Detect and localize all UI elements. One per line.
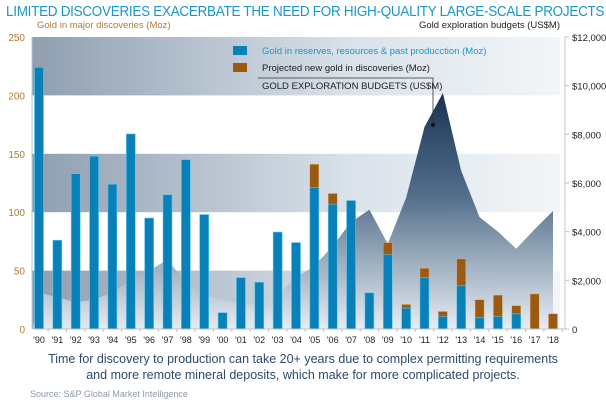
x-tick-label: '06 — [327, 335, 339, 345]
bar-projected — [456, 258, 466, 286]
right-tick-label: $10,000 — [572, 82, 606, 93]
bar-reserves — [327, 203, 338, 330]
bar-reserves — [162, 194, 173, 330]
annotation-dot — [431, 123, 435, 127]
x-tick-label: '98 — [180, 335, 192, 345]
caption: Time for discovery to production can tak… — [0, 351, 606, 383]
caption-line-2: and more remote mineral deposits, which … — [86, 368, 520, 382]
x-tick-label: '15 — [492, 335, 504, 345]
bar-reserves — [181, 159, 191, 330]
bar-projected — [401, 304, 411, 309]
x-tick-label: '01 — [235, 335, 247, 345]
right-tick-label: $8,000 — [572, 130, 601, 141]
legend-label-reserves: Gold in reserves, resources & past produ… — [262, 46, 486, 57]
bar-reserves — [309, 187, 320, 330]
legend-label-projected: Projected new gold in discoveries (Moz) — [262, 63, 430, 74]
chart-title: LIMITED DISCOVERIES EXACERBATE THE NEED … — [6, 4, 605, 20]
x-tick-label: '91 — [51, 335, 63, 345]
x-tick-label: '92 — [70, 335, 82, 345]
right-tick-label: $2,000 — [572, 276, 601, 287]
left-tick-label: 100 — [8, 208, 25, 219]
bar-projected — [529, 293, 540, 330]
caption-line-1: Time for discovery to production can tak… — [48, 352, 558, 366]
x-tick-label: '14 — [474, 335, 486, 345]
x-tick-label: '93 — [88, 335, 100, 345]
legend-swatch-projected — [233, 63, 247, 72]
bar-projected — [419, 268, 430, 278]
legend: Gold in reserves, resources & past produ… — [233, 46, 486, 127]
bar-reserves — [254, 281, 265, 330]
x-tick-label: '04 — [290, 335, 302, 345]
annotation-budgets: GOLD EXPLORATION BUDGETS (US$M) — [262, 81, 442, 92]
x-tick-label: '07 — [345, 335, 357, 345]
bar-reserves — [89, 155, 99, 330]
background-band — [32, 37, 560, 96]
bar-reserves — [52, 239, 63, 330]
x-tick-label: '18 — [547, 335, 559, 345]
x-tick-label: '00 — [217, 335, 229, 345]
x-tick-label: '13 — [455, 335, 467, 345]
x-tick-label: '97 — [162, 335, 174, 345]
bar-projected — [383, 242, 393, 255]
bar-reserves — [438, 315, 448, 330]
bar-reserves — [272, 231, 283, 330]
x-tick-label: '10 — [400, 335, 412, 345]
right-tick-label: 0 — [572, 325, 577, 336]
bar-reserves — [382, 253, 393, 330]
left-tick-label: 0 — [19, 325, 25, 336]
bar-reserves — [364, 292, 375, 330]
source-note: Source: S&P Global Market Intelligence — [30, 389, 188, 399]
legend-swatch-reserves — [233, 46, 247, 55]
bar-reserves — [456, 285, 467, 330]
bar-projected — [493, 294, 503, 317]
left-tick-label: 150 — [8, 150, 25, 161]
bar-projected — [438, 311, 448, 317]
bar-projected — [474, 299, 485, 318]
bar-reserves — [34, 67, 44, 330]
bar-reserves — [199, 214, 210, 330]
bar-reserves — [419, 277, 430, 330]
x-tick-label: '90 — [33, 335, 45, 345]
left-axis-label: Gold in major discoveries (Moz) — [37, 20, 171, 31]
bar-projected — [511, 305, 521, 315]
bar-reserves — [511, 313, 522, 330]
x-tick-label: '96 — [143, 335, 155, 345]
annotation-leader-line — [258, 77, 434, 125]
left-tick-label: 200 — [8, 91, 25, 102]
bar-reserves — [474, 317, 485, 330]
x-tick-label: '11 — [419, 335, 430, 345]
left-tick-label: 50 — [14, 267, 26, 278]
right-tick-label: $6,000 — [572, 179, 601, 190]
bar-reserves — [346, 200, 356, 330]
bar-reserves — [70, 173, 81, 330]
x-tick-label: '03 — [272, 335, 284, 345]
right-axis-label: Gold exploration budgets (US$M) — [419, 20, 560, 31]
x-tick-label: '05 — [308, 335, 320, 345]
bar-projected — [309, 164, 320, 188]
bar-reserves — [144, 217, 154, 330]
x-tick-label: '16 — [510, 335, 522, 345]
x-tick-label: '02 — [253, 335, 265, 345]
bar-reserves — [107, 183, 118, 330]
x-tick-label: '94 — [107, 335, 119, 345]
bar-reserves — [401, 307, 411, 330]
bar-reserves — [125, 133, 136, 330]
bar-reserves — [493, 315, 503, 330]
right-tick-label: $12,000 — [572, 33, 606, 44]
x-tick-label: '08 — [364, 335, 376, 345]
left-tick-label: 250 — [8, 33, 25, 44]
x-tick-label: '12 — [437, 335, 449, 345]
bar-projected — [548, 313, 558, 330]
x-tick-label: '95 — [125, 335, 137, 345]
bar-projected — [328, 193, 338, 205]
x-tick-label: '17 — [529, 335, 541, 345]
bar-reserves — [217, 312, 228, 330]
x-tick-label: '09 — [382, 335, 394, 345]
bar-reserves — [236, 277, 246, 330]
bar-reserves — [291, 242, 301, 330]
x-tick-label: '99 — [198, 335, 210, 345]
right-tick-label: $4,000 — [572, 228, 601, 239]
